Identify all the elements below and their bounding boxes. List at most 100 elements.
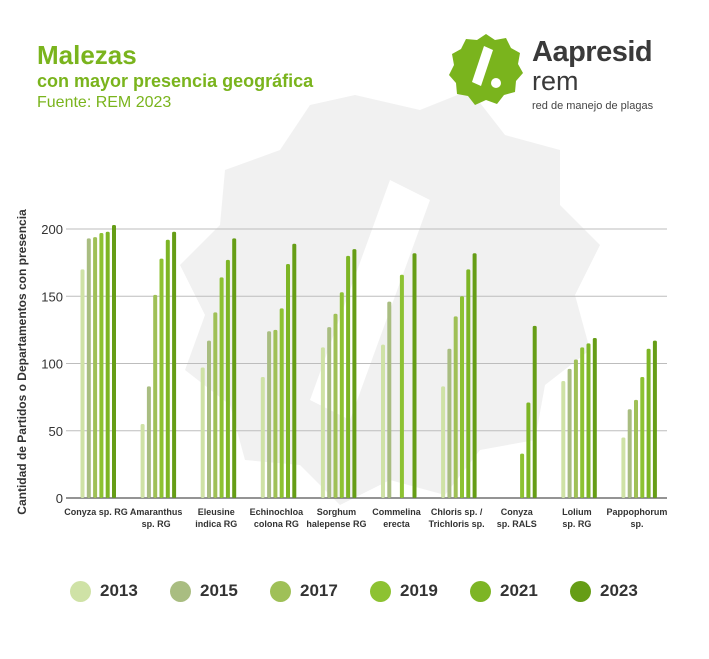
- bar-2013: [320, 347, 325, 498]
- legend-swatch: [570, 580, 591, 602]
- bar-2019: [640, 376, 645, 498]
- bar-2017: [333, 313, 338, 498]
- legend-item-2015: 2015: [170, 578, 238, 604]
- legend-label: 2015: [200, 581, 238, 600]
- bar-2023: [232, 238, 237, 499]
- bar-2017: [573, 359, 578, 498]
- legend-label: 2013: [100, 581, 138, 600]
- brand-sub: rem: [532, 66, 579, 96]
- bar-2021: [586, 343, 591, 498]
- bar-2021: [346, 255, 351, 498]
- legend-item-2013: 2013: [70, 578, 138, 604]
- legend-swatch: [70, 580, 91, 602]
- x-tick-label: Commelina: [372, 507, 422, 517]
- legend-swatch: [370, 580, 391, 602]
- x-tick-label: sp.: [630, 519, 643, 529]
- bar-2019: [339, 292, 344, 498]
- legend-label: 2017: [300, 581, 338, 600]
- bar-2013: [200, 367, 205, 498]
- x-tick-label: Amaranthus: [130, 507, 183, 517]
- x-tick-label: Conyza sp. RG: [64, 507, 128, 517]
- bar-2021: [225, 259, 230, 498]
- bar-2015: [447, 348, 452, 498]
- bar-2023: [112, 224, 116, 498]
- x-tick-label: sp. RG: [562, 519, 591, 529]
- page-title: Malezas: [37, 40, 137, 70]
- aapresid-slash-badge-icon: [449, 34, 523, 105]
- x-tick-label: Pappophorum: [606, 507, 667, 517]
- bar-2013: [441, 386, 446, 498]
- x-tick-label: sp. RALS: [497, 519, 537, 529]
- x-tick-label: Sorghum: [317, 507, 357, 517]
- bar-2019: [279, 308, 284, 498]
- legend-label: 2021: [500, 581, 538, 600]
- bar-2019: [159, 258, 164, 498]
- bar-2017: [213, 312, 218, 498]
- bar-2015: [387, 301, 392, 498]
- y-axis-label: Cantidad de Partidos o Departamentos con…: [15, 209, 29, 515]
- bar-2021: [646, 348, 651, 498]
- bar-2023: [292, 243, 297, 498]
- bar-2017: [634, 399, 638, 498]
- x-tick-label: halepense RG: [306, 519, 366, 529]
- legend-item-2019: 2019: [370, 578, 438, 604]
- bar-2019: [580, 347, 585, 498]
- x-tick-label: colona RG: [254, 519, 299, 529]
- bar-2023: [352, 249, 357, 498]
- bar-2015: [86, 238, 91, 499]
- x-tick-label: Chloris sp. /: [431, 507, 483, 517]
- x-tick-label: Echinochloa: [250, 507, 305, 517]
- bar-2019: [99, 233, 104, 498]
- source-label: Fuente: REM 2023: [37, 94, 172, 111]
- x-tick-label: sp. RG: [142, 519, 171, 529]
- bar-2015: [627, 409, 632, 498]
- bar-2013: [381, 344, 385, 498]
- bar-2023: [592, 337, 597, 498]
- bar-2013: [561, 380, 566, 498]
- legend-item-2017: 2017: [270, 578, 338, 604]
- bar-2023: [412, 253, 417, 498]
- bar-2023: [472, 253, 477, 498]
- bar-2013: [80, 269, 85, 498]
- bar-2021: [466, 269, 471, 498]
- bar-2019: [520, 453, 525, 498]
- bar-2019: [219, 277, 224, 498]
- bar-2015: [567, 368, 572, 498]
- y-tick-label: 100: [41, 357, 63, 372]
- aapresid-logo: Aapresid rem red de manejo de plagas: [446, 30, 686, 112]
- chart-legend: 2013 2015 2017 2019 2021 2023: [70, 578, 670, 608]
- y-tick-label: 50: [49, 424, 63, 439]
- bar-2021: [526, 402, 531, 498]
- legend-label: 2019: [400, 581, 438, 600]
- bar-2023: [652, 340, 657, 498]
- legend-label: 2023: [600, 581, 638, 600]
- bar-2017: [273, 329, 278, 498]
- bar-2015: [146, 386, 151, 498]
- bar-2019: [460, 296, 464, 498]
- bar-2015: [267, 331, 272, 498]
- bar-2017: [93, 237, 98, 498]
- legend-swatch: [270, 580, 291, 602]
- bar-2013: [260, 376, 265, 498]
- x-tick-label: Eleusine: [198, 507, 235, 517]
- y-tick-label: 150: [41, 289, 63, 304]
- x-tick-label: Lolium: [562, 507, 592, 517]
- bar-2021: [286, 263, 290, 498]
- legend-item-2021: 2021: [470, 578, 538, 604]
- bar-2023: [532, 325, 537, 498]
- bar-2019: [399, 274, 404, 498]
- y-tick-label: 200: [41, 222, 63, 237]
- bar-2017: [453, 316, 458, 498]
- bar-2013: [621, 437, 626, 498]
- legend-swatch: [470, 580, 491, 602]
- brand-name: Aapresid: [532, 36, 653, 68]
- x-tick-label: Trichloris sp.: [429, 519, 485, 529]
- brand-tagline: red de manejo de plagas: [532, 100, 654, 112]
- title-block: Malezas con mayor presencia geográfica F…: [37, 40, 313, 114]
- bar-2015: [327, 327, 332, 498]
- bar-2021: [105, 231, 110, 498]
- legend-swatch: [170, 580, 191, 602]
- bar-2021: [165, 239, 170, 498]
